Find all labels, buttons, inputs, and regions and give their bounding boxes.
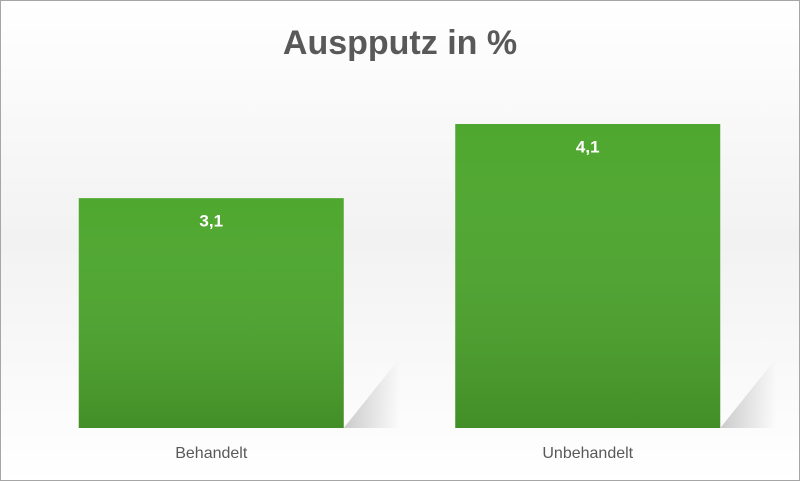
bar-shadow [720, 358, 777, 428]
chart-title: Auspputz in % [283, 24, 517, 62]
data-label: 4,1 [576, 137, 600, 156]
data-label: 3,1 [199, 212, 223, 231]
bar-shade [78, 198, 344, 428]
x-tick-label: Behandelt [175, 445, 248, 462]
bar-shadow [343, 358, 400, 428]
bar-shade [455, 124, 721, 428]
x-tick-label: Unbehandelt [542, 445, 633, 462]
